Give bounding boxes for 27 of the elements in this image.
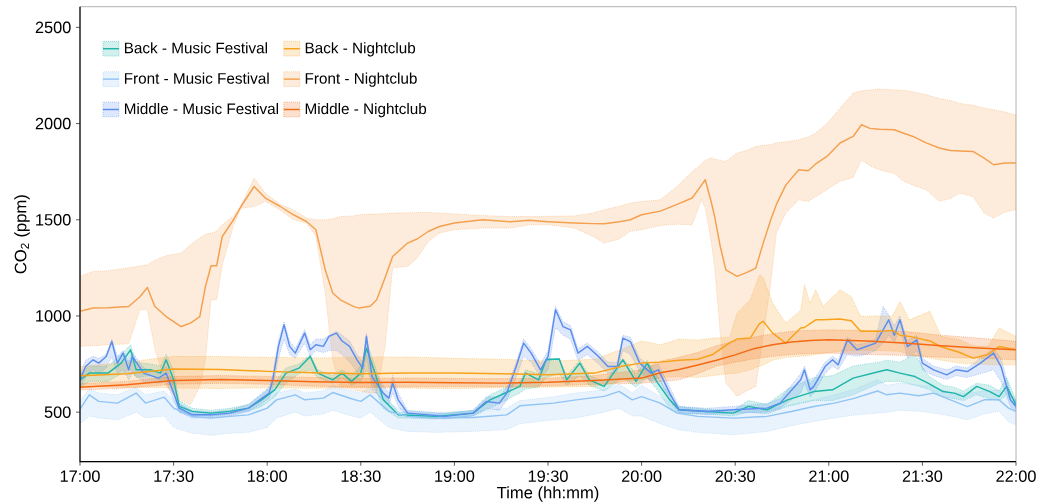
- x-tick-label: 17:30: [154, 470, 194, 482]
- legend-label: Middle - Nightclub: [305, 102, 427, 118]
- x-tick-label: 21:30: [902, 470, 943, 482]
- x-tick-label: 18:30: [341, 470, 381, 482]
- line-series: [80, 339, 1017, 388]
- y-tick-label: 1500: [36, 214, 71, 226]
- y-tick-label: 1000: [36, 310, 71, 322]
- y-axis-title: CO$_{2}$ (ppm): [14, 195, 30, 274]
- x-tick-label: 20:30: [715, 470, 755, 482]
- line-series: [80, 124, 1017, 328]
- legend-label: Back - Nightclub: [305, 42, 416, 57]
- y-tick-label: 2500: [35, 21, 71, 34]
- y-tick-label: 2000: [35, 117, 71, 130]
- x-tick-label: 18:00: [248, 470, 287, 482]
- legend-label: Middle - Music Festival: [124, 102, 279, 115]
- x-tick-label: 22:00: [996, 470, 1036, 482]
- x-tick-label: 19:00: [435, 470, 475, 482]
- x-tick-label: 21:00: [809, 470, 849, 482]
- x-axis-title: Time (hh:mm): [497, 486, 599, 502]
- line-series: [80, 390, 1017, 419]
- y-tick-label: 500: [44, 406, 71, 418]
- legend-label: Front - Music Festival: [124, 72, 269, 84]
- legend-label: Back - Music Festival: [124, 42, 267, 54]
- legend-label: Front - Nightclub: [305, 72, 417, 87]
- x-tick-label: 17:00: [60, 470, 100, 482]
- x-tick-label: 20:00: [621, 470, 662, 482]
- x-tick-label: 19:30: [528, 470, 568, 482]
